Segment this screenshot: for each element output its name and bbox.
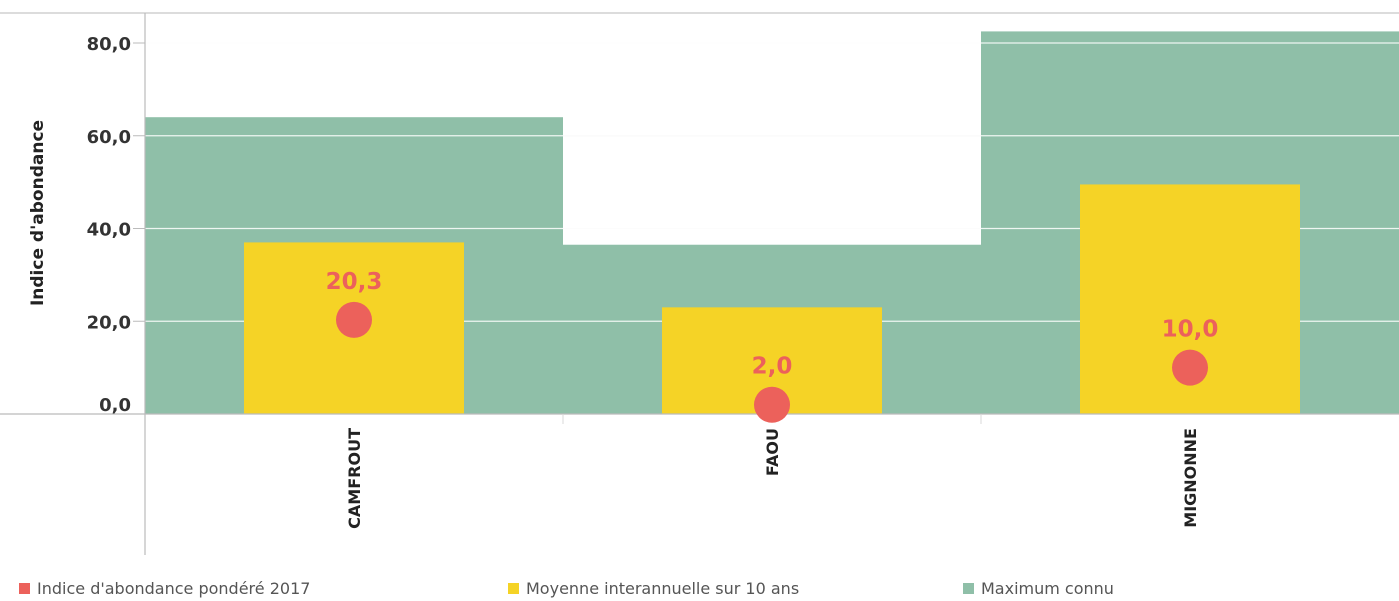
legend-item-maximum[interactable]: Maximum connu [963,579,1114,598]
category-label-mignonne: MIGNONNE [1181,428,1200,528]
data-label-faou: 2,0 [752,354,793,380]
legend-label-maximum: Maximum connu [981,579,1114,598]
point-indice-mignonne [1172,349,1208,386]
x-axis-category-labels: CAMFROUT FAOU MIGNONNE [345,428,1200,529]
point-indice-camfrout [336,301,372,338]
data-labels: 20,3 2,0 10,0 [326,269,1219,380]
axes [0,12,1399,555]
legend-label-moyenne: Moyenne interannuelle sur 10 ans [526,579,800,598]
legend-item-moyenne[interactable]: Moyenne interannuelle sur 10 ans [508,579,799,598]
indice-2017-points [336,301,1208,423]
y-tick-label: 40,0 [87,220,131,241]
legend-item-indice-2017[interactable]: Indice d'abondance pondéré 2017 [19,579,310,598]
legend-label-indice-2017: Indice d'abondance pondéré 2017 [37,579,311,598]
legend-swatch-moyenne [508,583,519,594]
category-label-camfrout: CAMFROUT [345,428,364,529]
y-tick-label: 20,0 [87,312,131,333]
bar-chart: 20,3 2,0 10,0 0,0 20,0 40,0 60,0 80,0 CAMFROUT… [0,12,1399,555]
y-axis-tick-labels: 0,0 20,0 40,0 60,0 80,0 [87,34,131,416]
data-label-camfrout: 20,3 [326,269,383,295]
category-label-faou: FAOU [763,428,782,476]
legend-swatch-maximum [963,583,974,594]
y-tick-label: 80,0 [87,34,131,55]
data-label-mignonne: 10,0 [1162,317,1219,343]
y-tick-label: 0,0 [99,395,131,416]
legend-swatch-indice-2017 [19,583,30,594]
y-axis-title: Indice d'abondance [28,120,48,306]
y-tick-label: 60,0 [87,127,131,148]
legend: Indice d'abondance pondéré 2017 Moyenne … [0,579,1399,601]
point-indice-faou [754,386,790,423]
